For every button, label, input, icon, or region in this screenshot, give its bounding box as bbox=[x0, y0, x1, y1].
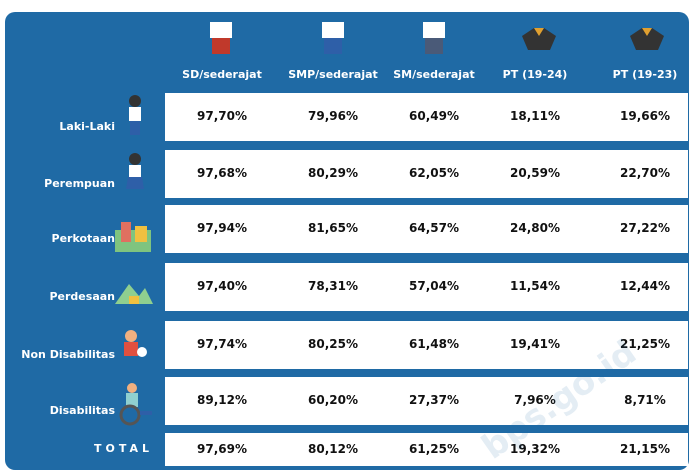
row-label: Non Disabilitas bbox=[21, 348, 115, 361]
value-cell: 21,15% bbox=[595, 442, 693, 456]
column-header: PT (19-23) bbox=[590, 68, 693, 81]
value-cell: 27,37% bbox=[384, 393, 484, 407]
value-cell: 64,57% bbox=[384, 221, 484, 235]
value-cell: 62,05% bbox=[384, 166, 484, 180]
row-label: Perdesaan bbox=[49, 290, 115, 303]
value-cell: 89,12% bbox=[172, 393, 272, 407]
value-cell: 12,44% bbox=[595, 279, 693, 293]
value-cell: 80,25% bbox=[283, 337, 383, 351]
value-cell: 8,71% bbox=[595, 393, 693, 407]
value-cell: 97,74% bbox=[172, 337, 272, 351]
value-cell: 61,48% bbox=[384, 337, 484, 351]
value-cell: 19,32% bbox=[485, 442, 585, 456]
value-cell: 80,29% bbox=[283, 166, 383, 180]
row-label: TOTAL bbox=[94, 442, 153, 455]
row-label: Perkotaan bbox=[52, 232, 115, 245]
value-cell: 22,70% bbox=[595, 166, 693, 180]
column-header: SD/sederajat bbox=[167, 68, 277, 81]
value-cell: 97,69% bbox=[172, 442, 272, 456]
value-cell: 60,20% bbox=[283, 393, 383, 407]
value-cell: 97,70% bbox=[172, 109, 272, 123]
uniform-icons bbox=[210, 22, 664, 54]
value-cell: 80,12% bbox=[283, 442, 383, 456]
page: SD/sederajatSMP/sederajatSM/sederajatPT … bbox=[0, 0, 693, 474]
value-cell: 61,25% bbox=[384, 442, 484, 456]
row-label: Perempuan bbox=[44, 177, 115, 190]
value-cell: 78,31% bbox=[283, 279, 383, 293]
value-cell: 60,49% bbox=[384, 109, 484, 123]
value-cell: 97,40% bbox=[172, 279, 272, 293]
value-cell: 20,59% bbox=[485, 166, 585, 180]
value-cell: 24,80% bbox=[485, 221, 585, 235]
row-label: Disabilitas bbox=[50, 404, 115, 417]
column-header: SMP/sederajat bbox=[278, 68, 388, 81]
value-cell: 97,68% bbox=[172, 166, 272, 180]
value-cell: 57,04% bbox=[384, 279, 484, 293]
value-cell: 11,54% bbox=[485, 279, 585, 293]
value-cell: 79,96% bbox=[283, 109, 383, 123]
value-cell: 18,11% bbox=[485, 109, 585, 123]
value-cell: 7,96% bbox=[485, 393, 585, 407]
value-cell: 19,66% bbox=[595, 109, 693, 123]
row-label: Laki-Laki bbox=[59, 120, 115, 133]
value-cell: 81,65% bbox=[283, 221, 383, 235]
column-header: PT (19-24) bbox=[480, 68, 590, 81]
value-cell: 21,25% bbox=[595, 337, 693, 351]
column-header: SM/sederajat bbox=[379, 68, 489, 81]
value-cell: 97,94% bbox=[172, 221, 272, 235]
value-cell: 19,41% bbox=[485, 337, 585, 351]
value-cell: 27,22% bbox=[595, 221, 693, 235]
row-icons bbox=[115, 95, 153, 424]
